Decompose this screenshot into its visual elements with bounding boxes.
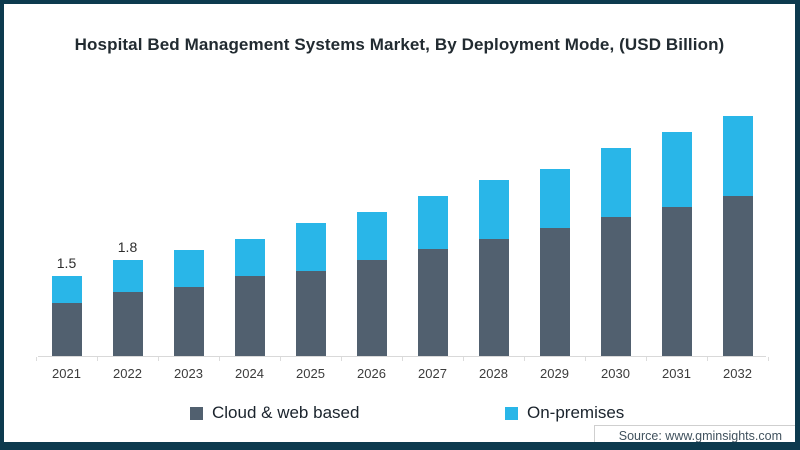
bar-segment-cloud-web-based — [173, 287, 204, 356]
bar-segment-on-premises — [661, 132, 692, 207]
bar-segment-on-premises — [600, 148, 631, 217]
x-axis-tick — [401, 357, 403, 361]
bar-segment-on-premises — [539, 169, 570, 228]
x-axis-tick — [706, 357, 708, 361]
legend-label-cloud: Cloud & web based — [212, 403, 360, 422]
x-axis-ticks — [35, 357, 769, 362]
x-axis-label: 2030 — [601, 366, 630, 381]
bar-2025 — [295, 223, 326, 356]
x-axis-tick — [584, 357, 586, 361]
x-axis-tick — [340, 357, 342, 361]
bar-segment-cloud-web-based — [661, 207, 692, 356]
x-axis-tick — [767, 357, 769, 361]
bar-segment-on-premises — [356, 212, 387, 260]
plot-area: 1.5 1.8 — [36, 4, 768, 356]
bar-segment-on-premises — [51, 276, 82, 303]
x-axis-label: 2029 — [540, 366, 569, 381]
bar-2031 — [661, 132, 692, 356]
x-axis-label: 2032 — [723, 366, 752, 381]
bar-2032 — [722, 116, 753, 356]
bar-segment-on-premises — [722, 116, 753, 196]
bar-segment-cloud-web-based — [600, 217, 631, 356]
bar-2021 — [51, 276, 82, 356]
x-axis-label: 2024 — [235, 366, 264, 381]
bar-2028 — [478, 180, 509, 356]
bar-2024 — [234, 239, 265, 356]
x-axis-line — [38, 356, 766, 357]
legend-swatch-cloud-icon — [190, 406, 203, 420]
x-axis-tick — [157, 357, 159, 361]
bar-segment-cloud-web-based — [295, 271, 326, 356]
x-axis-labels: 2021 2022 2023 2024 2025 2026 2027 2028 2029 2030… — [36, 366, 768, 386]
x-axis-tick — [35, 357, 37, 361]
legend-swatch-onprem-icon — [505, 406, 518, 420]
x-axis-label: 2025 — [296, 366, 325, 381]
bar-segment-cloud-web-based — [112, 292, 143, 356]
x-axis-label: 2026 — [357, 366, 386, 381]
bar-segment-on-premises — [234, 239, 265, 276]
bar-segment-on-premises — [478, 180, 509, 239]
bar-segment-on-premises — [295, 223, 326, 271]
bar-value-label: 1.8 — [117, 239, 138, 255]
bar-2026 — [356, 212, 387, 356]
x-axis-tick — [462, 357, 464, 361]
x-axis-tick — [218, 357, 220, 361]
bar-segment-cloud-web-based — [722, 196, 753, 356]
bar-segment-cloud-web-based — [539, 228, 570, 356]
x-axis-tick — [645, 357, 647, 361]
bar-2027 — [417, 196, 448, 356]
bar-value-label: 1.5 — [56, 255, 77, 271]
bar-segment-cloud-web-based — [417, 249, 448, 356]
bar-segment-on-premises — [417, 196, 448, 249]
bar-2022 — [112, 260, 143, 356]
x-axis-label: 2022 — [113, 366, 142, 381]
x-axis-tick — [279, 357, 281, 361]
x-axis-label: 2023 — [174, 366, 203, 381]
x-axis-tick — [523, 357, 525, 361]
bar-segment-cloud-web-based — [51, 303, 82, 356]
bar-segment-on-premises — [173, 250, 204, 287]
legend-label-onprem: On-premises — [527, 403, 625, 422]
bar-2030 — [600, 148, 631, 356]
bar-segment-cloud-web-based — [234, 276, 265, 356]
bar-segment-cloud-web-based — [478, 239, 509, 356]
chart-title: Hospital Bed Management Systems Market, … — [74, 35, 725, 54]
x-axis-label: 2031 — [662, 366, 691, 381]
x-axis-label: 2027 — [418, 366, 447, 381]
bar-2029 — [539, 169, 570, 356]
x-axis-label: 2021 — [52, 366, 81, 381]
x-axis-tick — [96, 357, 98, 361]
x-axis-label: 2028 — [479, 366, 508, 381]
bar-segment-on-premises — [112, 260, 143, 292]
bar-2023 — [173, 250, 204, 356]
bar-segment-cloud-web-based — [356, 260, 387, 356]
legend-item-on-premises: On-premises — [505, 403, 624, 423]
source-attribution: Source: www.gminsights.com — [594, 425, 795, 442]
legend-item-cloud-web-based: Cloud & web based — [190, 403, 359, 423]
